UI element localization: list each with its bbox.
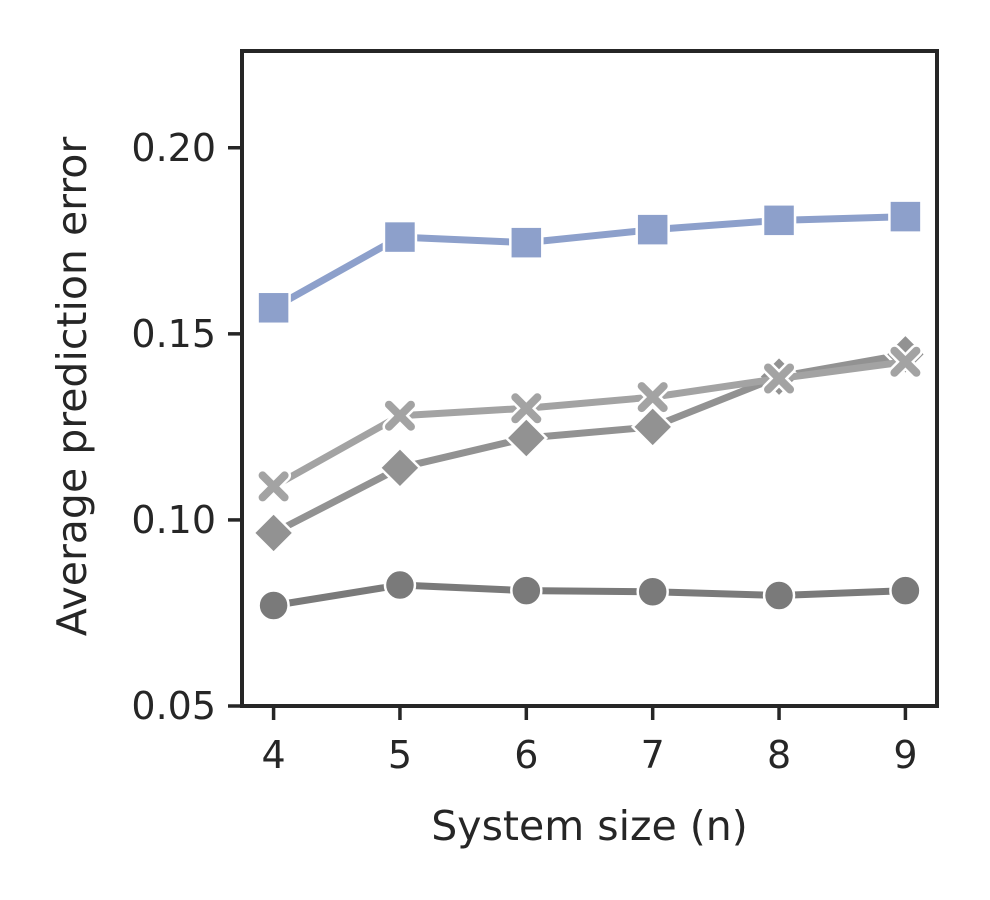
data-point-x: [761, 361, 797, 396]
data-point-x: [887, 344, 923, 380]
x-tick-label: 9: [893, 733, 917, 777]
data-point-x: [635, 379, 671, 415]
series-square: [256, 199, 923, 326]
data-point-square: [761, 203, 797, 238]
series-line-circle: [270, 581, 909, 610]
series-circle: [257, 568, 922, 622]
x-tick-label: 4: [261, 733, 285, 777]
x-marker-stroke: [258, 471, 289, 502]
data-point-square: [382, 219, 418, 255]
data-point-square: [509, 225, 544, 260]
x-tick-label: 7: [641, 733, 665, 777]
data-point-x: [508, 390, 544, 426]
series-layer: [251, 199, 928, 622]
data-point-circle: [762, 579, 796, 612]
x-marker-stroke: [637, 382, 668, 413]
series-line-square: [270, 213, 909, 312]
y-tick-label: 0.05: [131, 684, 216, 728]
x-marker-stroke: [511, 393, 542, 424]
data-point-diamond: [251, 511, 296, 555]
x-axis-label: System size (n): [431, 802, 747, 850]
series-line-diamond: [270, 350, 909, 537]
y-tick-label: 0.15: [131, 312, 216, 356]
data-point-x: [256, 468, 292, 504]
data-point-square: [256, 290, 291, 326]
series-line-x: [270, 358, 909, 490]
x-marker-stroke: [764, 363, 795, 394]
y-axis-label: Average prediction error: [48, 137, 96, 637]
series-x: [256, 344, 923, 504]
x-tick-label: 5: [388, 733, 412, 777]
data-point-square: [635, 212, 670, 247]
data-point-circle: [510, 574, 543, 607]
data-point-circle: [889, 574, 922, 607]
y-tick-label: 0.20: [131, 126, 216, 170]
x-tick-label: 6: [514, 733, 538, 777]
data-point-x: [382, 398, 418, 434]
plot-frame: [240, 49, 939, 708]
ticks-layer: 4 5 6 7 8 9 0.05 0.10 0.15 0.20: [131, 126, 917, 777]
x-marker-stroke: [890, 346, 921, 377]
data-point-circle: [636, 575, 669, 608]
data-point-diamond: [504, 416, 549, 460]
data-point-circle: [257, 589, 290, 622]
x-tick-label: 8: [767, 733, 791, 777]
y-tick-label: 0.10: [131, 498, 216, 542]
x-marker-stroke: [384, 400, 415, 431]
data-point-circle: [383, 568, 417, 602]
data-point-square: [888, 199, 923, 234]
data-point-diamond: [630, 405, 675, 449]
data-point-diamond: [378, 446, 422, 490]
